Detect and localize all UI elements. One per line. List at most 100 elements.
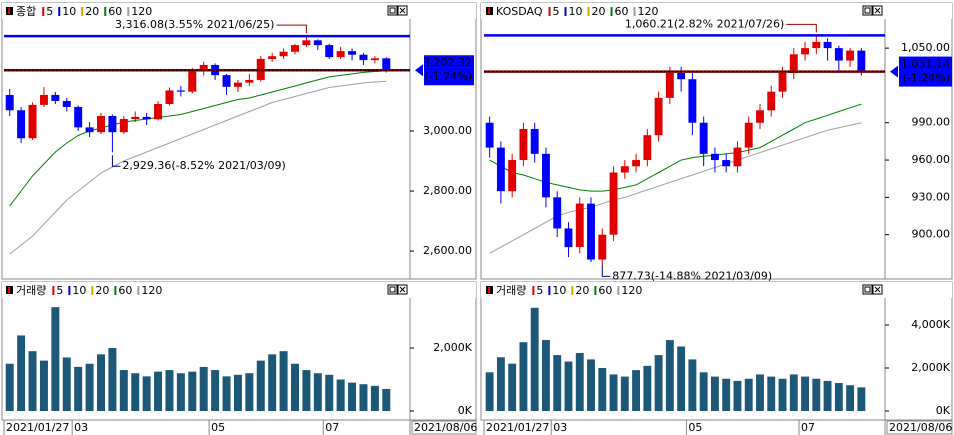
volume-bar [62, 357, 71, 411]
window-button[interactable] [387, 284, 398, 295]
volume-bar [325, 374, 334, 411]
volume-bar [39, 360, 48, 411]
candle-body [74, 106, 83, 128]
candle-body [28, 104, 37, 139]
legend-label: 10 [72, 284, 86, 297]
window-max [864, 286, 871, 293]
candle-body [665, 72, 674, 98]
candle-body [688, 79, 697, 123]
panel-header [481, 282, 952, 298]
legend-label: 60 [615, 5, 629, 18]
candle-body [17, 110, 26, 139]
low-arrow [601, 265, 611, 277]
volume-bar [348, 382, 357, 411]
candle-body [176, 90, 185, 92]
legend-swatch [137, 286, 140, 295]
legend-swatch [114, 286, 117, 295]
y-tick-label: 960.00 [912, 153, 951, 166]
candle-body [233, 82, 242, 87]
candle-body [279, 51, 288, 57]
current-pointer [415, 64, 423, 77]
high-arrow [786, 23, 817, 33]
volume-bar [119, 370, 128, 411]
volume-bar [564, 361, 573, 411]
legend-swatch [548, 286, 551, 295]
y-tick-label: 990.00 [912, 116, 951, 129]
candle-body [291, 45, 299, 52]
legend-swatch [127, 7, 130, 16]
window-button[interactable] [387, 5, 398, 16]
panel-title: KOSDAQ [496, 5, 543, 18]
x-tick-label: 05 [211, 421, 225, 434]
legend-label: 20 [575, 284, 589, 297]
y-tick-label: 2,000K [433, 341, 472, 354]
window-button[interactable] [862, 5, 873, 16]
y-tick-label: 4,000K [911, 318, 950, 331]
candle-body [812, 41, 821, 49]
volume-bar [336, 379, 345, 411]
x-tick-label: 07 [801, 421, 815, 434]
end-date-box [886, 420, 953, 435]
candle-body [325, 45, 334, 58]
legend-swatch [548, 7, 551, 16]
candle-body [598, 234, 607, 260]
legend-label: 120 [141, 284, 162, 297]
volume-bar [553, 355, 562, 411]
high-arrow [276, 24, 307, 34]
volume-bar [812, 378, 821, 411]
y-tick-label: 930.00 [912, 190, 951, 203]
volume-bar [85, 363, 94, 411]
legend-label: 10 [552, 284, 566, 297]
y-tick-label: 0K [936, 404, 951, 417]
volume-bar [176, 373, 185, 411]
candle-body [823, 41, 832, 49]
panel-header [481, 3, 952, 19]
volume-bar [131, 373, 140, 411]
candle-body [154, 103, 163, 120]
moving-average [9, 80, 387, 255]
volume-bar [188, 371, 197, 411]
volume-bar [643, 365, 652, 411]
x-tick-label: 05 [688, 421, 702, 434]
window-button[interactable] [862, 284, 873, 295]
volume-bar [733, 380, 742, 411]
volume-bar [654, 355, 663, 411]
candle-body [165, 90, 174, 104]
candle-body [643, 135, 652, 161]
candle-body [142, 116, 151, 120]
window-close [874, 286, 881, 293]
volume-bar [508, 363, 517, 411]
candle-body [767, 91, 776, 111]
candle-body [199, 64, 208, 72]
end-date-box [411, 420, 477, 435]
header-icon-mark [8, 287, 10, 293]
volume-bar [302, 370, 311, 411]
volume-bar [370, 385, 379, 411]
y-tick-label: 2,800.00 [423, 184, 472, 197]
candle-body [834, 48, 843, 61]
panel-title: 종합 [16, 5, 36, 18]
legend-label: 60 [118, 284, 132, 297]
candle-body [222, 75, 231, 87]
moving-average [489, 122, 862, 254]
volume-bar [485, 372, 494, 411]
volume-bar [291, 363, 299, 411]
volume-bar [767, 376, 776, 411]
legend-label: 10 [62, 5, 76, 18]
volume-bar [530, 307, 539, 411]
candle-body [382, 58, 391, 71]
volume-bar [97, 354, 105, 411]
volume-bar [211, 370, 220, 411]
high-label: 3,316.08(3.55% 2021/06/25) [115, 18, 274, 31]
candle-body [846, 50, 855, 61]
volume-bar [609, 374, 618, 411]
candle-body [519, 128, 528, 161]
volume-bar [279, 351, 288, 411]
candle-body [609, 172, 618, 235]
candle-body [336, 51, 345, 58]
window-close [399, 286, 406, 293]
low-label: 877.73(-14.88% 2021/03/09) [612, 269, 772, 282]
header-icon-mark [488, 8, 490, 14]
